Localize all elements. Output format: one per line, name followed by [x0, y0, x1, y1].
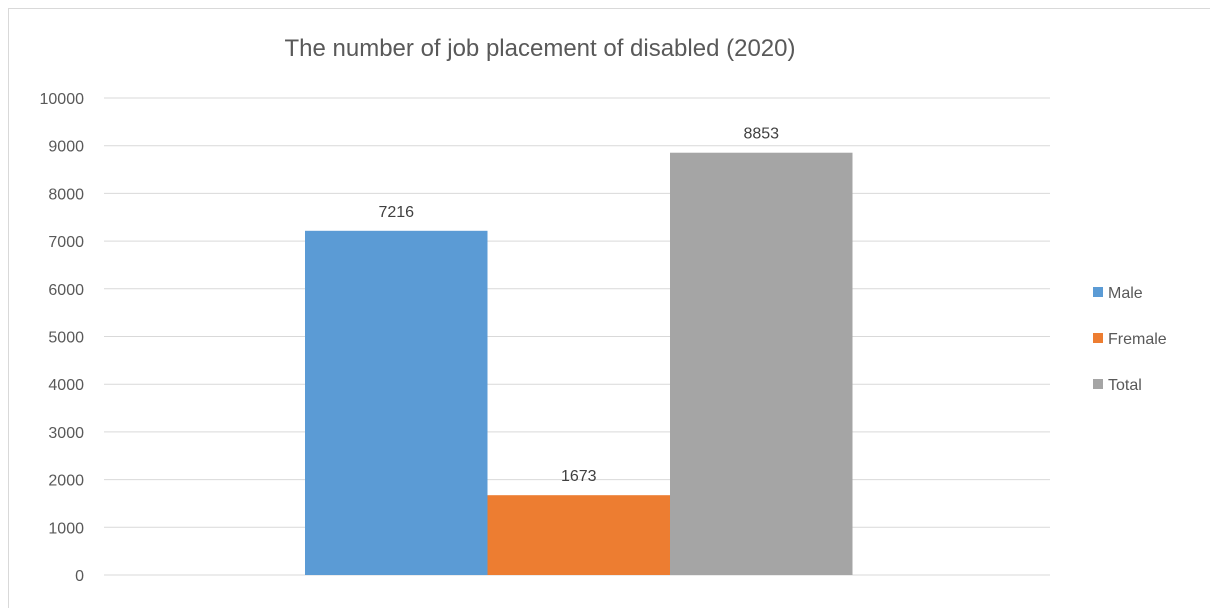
legend-label-fremale: Fremale: [1108, 331, 1167, 348]
bars: [305, 152, 853, 575]
legend-swatch-fremale: [1093, 333, 1103, 343]
y-tick-label: 6000: [48, 282, 84, 299]
data-label-male: 7216: [378, 204, 414, 221]
legend: Male Fremale Total: [1093, 285, 1167, 394]
data-labels: 7216 1673 8853: [378, 126, 779, 485]
data-label-fremale: 1673: [561, 468, 597, 485]
bar-total: [670, 152, 853, 575]
chart-title: The number of job placement of disabled …: [285, 35, 796, 62]
legend-label-total: Total: [1108, 377, 1142, 394]
legend-swatch-male: [1093, 287, 1103, 297]
bar-fremale: [487, 495, 670, 575]
y-tick-label: 1000: [48, 520, 84, 537]
y-tick-label: 2000: [48, 473, 84, 490]
y-tick-label: 4000: [48, 377, 84, 394]
bar-male: [305, 230, 488, 575]
y-tick-label: 8000: [48, 186, 84, 203]
y-tick-label: 9000: [48, 139, 84, 156]
data-label-total: 8853: [743, 126, 779, 143]
y-tick-label: 7000: [48, 234, 84, 251]
y-tick-label: 10000: [40, 91, 85, 108]
y-tick-label: 3000: [48, 425, 84, 442]
legend-swatch-total: [1093, 379, 1103, 389]
y-axis-tick-labels: 0 1000 2000 3000 4000 5000 6000 7000 8000 9000 100…: [40, 91, 85, 585]
y-tick-label: 0: [75, 568, 84, 585]
legend-label-male: Male: [1108, 285, 1143, 302]
y-tick-label: 5000: [48, 330, 84, 347]
